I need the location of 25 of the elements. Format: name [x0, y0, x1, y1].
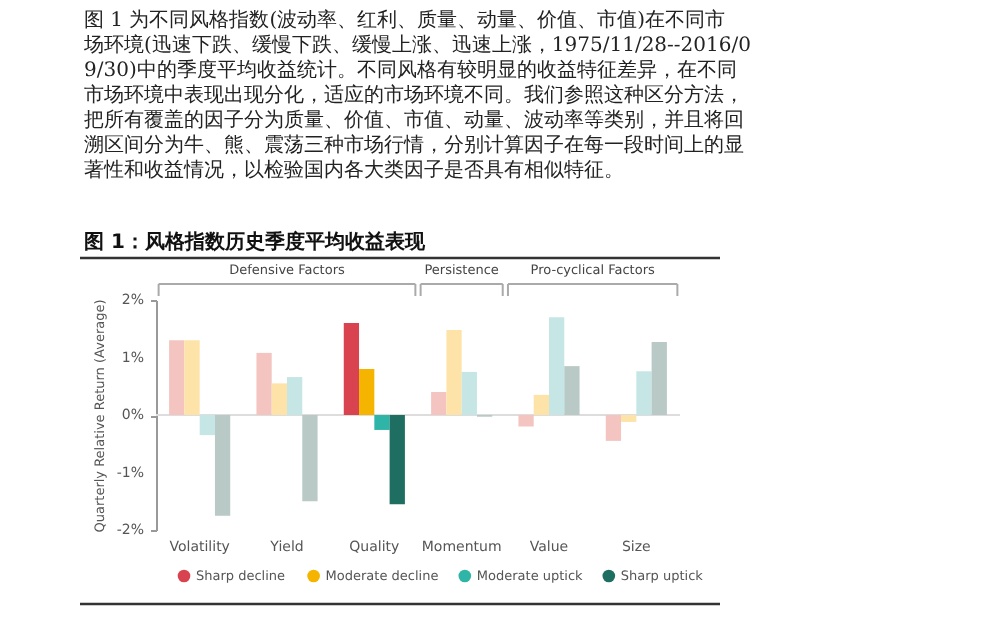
bar — [302, 415, 318, 502]
bar — [549, 317, 565, 415]
bar — [287, 377, 303, 415]
bar — [564, 366, 580, 415]
caption: 图 1 为不同风格指数(波动率、红利、质量、动量、价值、市值)在不同市场环境(迅速下跌、缓慢下跌、缓慢上涨、迅速上涨，1975/11/28--2016/09/30)中的季度平均收益统计。不同风格有较明显的收益特征差异，在不同市场环境中表现出现分化，适应的市场环境不同。我们参照这种区分方法，把所有覆盖的因子分为质量、价值、市值、动量、波动率等类别，并且将回溯区间分为牛、熊、震荡三种市场行情，分别计算因子在每一段时间上的显著性和收益情况，以检验国内各大类因子是否具有相似特征。 — [82, 8, 751, 182]
bar — [169, 340, 185, 415]
chart-title: 图 1：风格指数历史季度平均收益表现 — [84, 230, 427, 254]
bar — [621, 415, 637, 422]
bar — [359, 369, 375, 415]
bar — [256, 352, 272, 415]
bar — [214, 415, 231, 516]
bar — [271, 383, 287, 415]
bar — [605, 415, 622, 441]
bar — [431, 392, 447, 415]
bar — [518, 415, 534, 427]
bar — [533, 394, 549, 415]
bar — [446, 329, 462, 415]
bar — [374, 415, 390, 430]
bar — [461, 371, 477, 415]
bar — [343, 323, 360, 415]
bar — [636, 371, 652, 415]
bar — [184, 340, 200, 415]
bar — [389, 415, 405, 505]
bar — [651, 341, 667, 415]
bar — [199, 415, 215, 436]
